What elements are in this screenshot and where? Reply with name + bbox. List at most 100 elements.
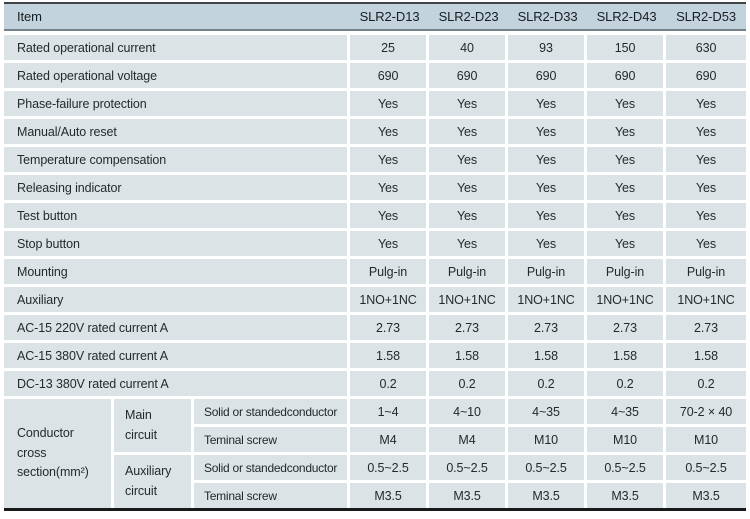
cell-value: Yes: [350, 172, 430, 200]
table-row: Stop button Yes Yes Yes Yes Yes: [4, 228, 747, 256]
cell-value: 25: [350, 31, 430, 60]
cell-value: 2.73: [429, 312, 509, 340]
cell-value: 1NO+1NC: [429, 284, 509, 312]
cell-value: Yes: [429, 88, 509, 116]
table-row: AC-15 380V rated current A 1.58 1.58 1.5…: [4, 340, 747, 368]
row-label: Temperature compensation: [4, 144, 351, 172]
cell-value: Yes: [508, 172, 588, 200]
sub-row-label: Teminal screw: [194, 424, 351, 452]
col-header-model-5: SLR2-D53: [666, 4, 747, 31]
cell-value: 70-2 × 40: [666, 396, 747, 424]
cell-value: Yes: [587, 144, 667, 172]
table-row: DC-13 380V rated current A 0.2 0.2 0.2 0…: [4, 368, 747, 396]
cell-value: Yes: [429, 228, 509, 256]
cell-value: Yes: [429, 200, 509, 228]
cell-value: Yes: [666, 88, 747, 116]
cell-value: 0.2: [508, 368, 588, 396]
cell-value: Yes: [666, 144, 747, 172]
row-label: DC-13 380V rated current A: [4, 368, 351, 396]
cell-value: 1.58: [508, 340, 588, 368]
cell-value: 4~35: [587, 396, 667, 424]
cell-value: 2.73: [508, 312, 588, 340]
cell-value: 2.73: [587, 312, 667, 340]
row-label: Mounting: [4, 256, 351, 284]
cell-value: Yes: [350, 144, 430, 172]
cell-value: M4: [350, 424, 430, 452]
cell-value: Yes: [429, 172, 509, 200]
cell-value: Yes: [666, 116, 747, 144]
table-row: Teminal screw M3.5 M3.5 M3.5 M3.5 M3.5: [4, 480, 747, 508]
cell-value: 2.73: [350, 312, 430, 340]
cell-value: Yes: [429, 116, 509, 144]
cell-value: 0.2: [350, 368, 430, 396]
cell-value: Yes: [508, 88, 588, 116]
cell-value: M10: [508, 424, 588, 452]
table-row: Manual/Auto reset Yes Yes Yes Yes Yes: [4, 116, 747, 144]
cell-value: Yes: [508, 144, 588, 172]
cell-value: Pulg-in: [587, 256, 667, 284]
cell-value: 690: [508, 60, 588, 88]
conductor-section-label: Conductor cross section(mm²): [4, 396, 114, 508]
sub-row-label: Solid or standedconductor: [194, 396, 351, 424]
table-row: Temperature compensation Yes Yes Yes Yes…: [4, 144, 747, 172]
table-row: Rated operational voltage 690 690 690 69…: [4, 60, 747, 88]
cell-value: 690: [429, 60, 509, 88]
cell-value: 1NO+1NC: [666, 284, 747, 312]
row-label: Manual/Auto reset: [4, 116, 351, 144]
cell-value: 0.2: [666, 368, 747, 396]
cell-value: 630: [666, 31, 747, 60]
row-label: Rated operational current: [4, 31, 351, 60]
cell-value: 1.58: [587, 340, 667, 368]
cell-value: M3.5: [666, 480, 747, 508]
cell-value: 690: [350, 60, 430, 88]
cell-value: 0.2: [587, 368, 667, 396]
cell-value: Yes: [587, 228, 667, 256]
table-row: Mounting Pulg-in Pulg-in Pulg-in Pulg-in…: [4, 256, 747, 284]
cell-value: Yes: [587, 172, 667, 200]
cell-value: Yes: [508, 116, 588, 144]
row-label: AC-15 220V rated current A: [4, 312, 351, 340]
cell-value: 1.58: [666, 340, 747, 368]
cell-value: M10: [666, 424, 747, 452]
cell-value: 93: [508, 31, 588, 60]
col-header-model-3: SLR2-D33: [508, 4, 588, 31]
table-row: Auxiliary circuit Solid or standedconduc…: [4, 452, 747, 508]
cell-value: 1.58: [429, 340, 509, 368]
cell-value: 4~35: [508, 396, 588, 424]
cell-value: 1NO+1NC: [350, 284, 430, 312]
cell-value: Pulg-in: [429, 256, 509, 284]
cell-value: 150: [587, 31, 667, 60]
cell-value: M3.5: [429, 480, 509, 508]
cell-value: Pulg-in: [666, 256, 747, 284]
cell-value: 0.2: [429, 368, 509, 396]
cell-value: 0.5~2.5: [666, 452, 747, 480]
row-label: Releasing indicator: [4, 172, 351, 200]
cell-value: 0.5~2.5: [429, 452, 509, 480]
cell-value: Yes: [350, 116, 430, 144]
cell-value: Pulg-in: [350, 256, 430, 284]
cell-value: Yes: [429, 144, 509, 172]
cell-value: M3.5: [350, 480, 430, 508]
cell-value: Yes: [350, 200, 430, 228]
cell-value: 1.58: [350, 340, 430, 368]
cell-value: Yes: [508, 200, 588, 228]
cell-value: M10: [587, 424, 667, 452]
main-circuit-label: Main circuit: [114, 396, 194, 452]
cell-value: 1NO+1NC: [587, 284, 667, 312]
sub-row-label: Solid or standedconductor: [194, 452, 351, 480]
cell-value: Yes: [666, 228, 747, 256]
cell-value: 0.5~2.5: [508, 452, 588, 480]
table-row: Teminal screw M4 M4 M10 M10 M10: [4, 424, 747, 452]
cell-value: Yes: [587, 200, 667, 228]
table-row: Releasing indicator Yes Yes Yes Yes Yes: [4, 172, 747, 200]
row-label: AC-15 380V rated current A: [4, 340, 351, 368]
cell-value: Yes: [587, 116, 667, 144]
col-header-item: Item: [4, 4, 351, 31]
cell-value: M4: [429, 424, 509, 452]
col-header-model-1: SLR2-D13: [350, 4, 430, 31]
cell-value: Yes: [666, 200, 747, 228]
row-label: Auxiliary: [4, 284, 351, 312]
cell-value: Yes: [666, 172, 747, 200]
row-label: Test button: [4, 200, 351, 228]
